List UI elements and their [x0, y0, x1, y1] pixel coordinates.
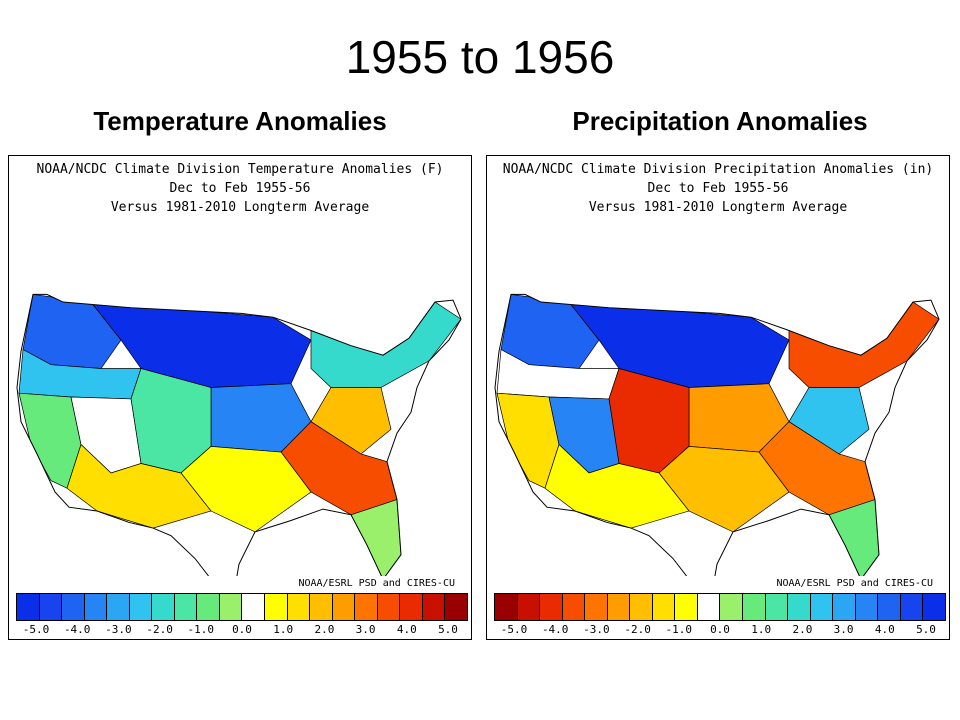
precipitation-colorbar	[494, 593, 946, 621]
precipitation-us-map	[494, 293, 940, 576]
colorbar-swatch	[355, 594, 378, 620]
colorbar-swatch	[765, 594, 789, 620]
colorbar-swatch	[152, 594, 175, 620]
colorbar-tick-label: 3.0	[355, 623, 376, 636]
temperature-colorbar	[16, 593, 468, 621]
colorbar-tick-label: 3.0	[833, 623, 854, 636]
precipitation-heading: Precipitation Anomalies	[572, 106, 868, 136]
us-outline	[494, 293, 940, 576]
precipitation-colorbar-ticks: -5.0 -4.0 -3.0 -2.0 -1.0 0.0 1.0 2.0 3.0 4.0 5.0	[494, 623, 946, 637]
climate-division-region	[788, 387, 870, 455]
map-title-line-1: NOAA/NCDC Climate Division Precipitation…	[502, 162, 934, 177]
map-credit: NOAA/ESRL PSD and CIRES-CU	[776, 578, 933, 589]
colorbar-swatch	[923, 594, 945, 620]
colorbar-swatch	[197, 594, 220, 620]
colorbar-swatch	[900, 594, 924, 620]
colorbar-swatch	[332, 594, 356, 620]
colorbar-swatch	[62, 594, 85, 620]
colorbar-swatch	[84, 594, 108, 620]
colorbar-tick-label: 0.0	[710, 623, 730, 636]
colorbar-tick-label: -5.0	[22, 623, 50, 636]
map-title-line-2: Dec to Feb 1955-56	[647, 181, 789, 196]
colorbar-swatch	[219, 594, 243, 620]
colorbar-swatch	[540, 594, 563, 620]
slide-title: 1955 to 1956	[345, 31, 615, 83]
temperature-heading: Temperature Anomalies	[93, 106, 387, 136]
colorbar-tick-label: 1.0	[751, 623, 772, 636]
climate-division-region	[66, 443, 212, 529]
us-outline	[16, 293, 462, 576]
climate-division-region	[310, 387, 392, 455]
colorbar-tick-label: -2.0	[146, 623, 173, 636]
colorbar-swatch	[630, 594, 653, 620]
colorbar-tick-label: 5.0	[438, 623, 458, 636]
climate-division-region	[788, 301, 939, 388]
colorbar-tick-label: -1.0	[665, 623, 693, 636]
map-regions	[494, 293, 940, 576]
colorbar-swatch	[720, 594, 744, 620]
colorbar-swatch	[607, 594, 631, 620]
colorbar-swatch	[377, 594, 401, 620]
colorbar-tick-label: -3.0	[583, 623, 610, 636]
colorbar-swatch	[697, 594, 721, 620]
colorbar-tick-label: 1.0	[273, 623, 294, 636]
colorbar-tick-label: -5.0	[500, 623, 528, 636]
map-title-line-3: Versus 1981-2010 Longterm Average	[110, 200, 370, 215]
colorbar-swatch	[675, 594, 698, 620]
colorbar-swatch	[495, 594, 518, 620]
colorbar-swatch	[107, 594, 130, 620]
precipitation-anomaly-map-panel: NOAA/NCDC Climate Division Precipitation…	[486, 155, 950, 640]
colorbar-swatch	[585, 594, 608, 620]
colorbar-tick-label: -1.0	[187, 623, 215, 636]
colorbar-swatch	[265, 594, 288, 620]
map-regions	[16, 293, 462, 576]
colorbar-swatch	[743, 594, 766, 620]
colorbar-tick-label: 2.0	[314, 623, 335, 636]
colorbar-swatch	[310, 594, 333, 620]
colorbar-swatch	[129, 594, 153, 620]
colorbar-swatch	[242, 594, 266, 620]
colorbar-tick-label: 5.0	[916, 623, 936, 636]
map-title-line-1: NOAA/NCDC Climate Division Temperature A…	[36, 162, 444, 177]
temperature-colorbar-ticks: -5.0 -4.0 -3.0 -2.0 -1.0 0.0 1.0 2.0 3.0 4.0 5.0	[16, 623, 468, 637]
colorbar-swatch	[855, 594, 879, 620]
colorbar-tick-label: 2.0	[792, 623, 813, 636]
colorbar-tick-label: 0.0	[232, 623, 252, 636]
map-credit: NOAA/ESRL PSD and CIRES-CU	[298, 578, 455, 589]
colorbar-swatch	[517, 594, 541, 620]
colorbar-swatch	[17, 594, 40, 620]
colorbar-swatch	[833, 594, 856, 620]
climate-division-region	[310, 301, 461, 388]
colorbar-swatch	[878, 594, 901, 620]
colorbar-tick-label: 4.0	[874, 623, 895, 636]
colorbar-tick-label: 4.0	[396, 623, 417, 636]
colorbar-tick-label: -4.0	[541, 623, 569, 636]
temperature-anomaly-map-panel: NOAA/NCDC Climate Division Temperature A…	[8, 155, 472, 640]
temperature-us-map	[16, 293, 462, 576]
colorbar-tick-label: -2.0	[624, 623, 651, 636]
colorbar-swatch	[810, 594, 834, 620]
map-title-line-3: Versus 1981-2010 Longterm Average	[588, 200, 848, 215]
colorbar-swatch	[788, 594, 811, 620]
colorbar-swatch	[422, 594, 446, 620]
colorbar-swatch	[652, 594, 676, 620]
colorbar-swatch	[287, 594, 311, 620]
colorbar-swatch	[400, 594, 423, 620]
colorbar-swatch	[562, 594, 586, 620]
colorbar-tick-label: -4.0	[63, 623, 91, 636]
climate-division-region	[544, 443, 690, 529]
colorbar-tick-label: -3.0	[105, 623, 132, 636]
colorbar-swatch	[39, 594, 63, 620]
colorbar-swatch	[445, 594, 467, 620]
map-title-line-2: Dec to Feb 1955-56	[169, 181, 311, 196]
colorbar-swatch	[174, 594, 198, 620]
